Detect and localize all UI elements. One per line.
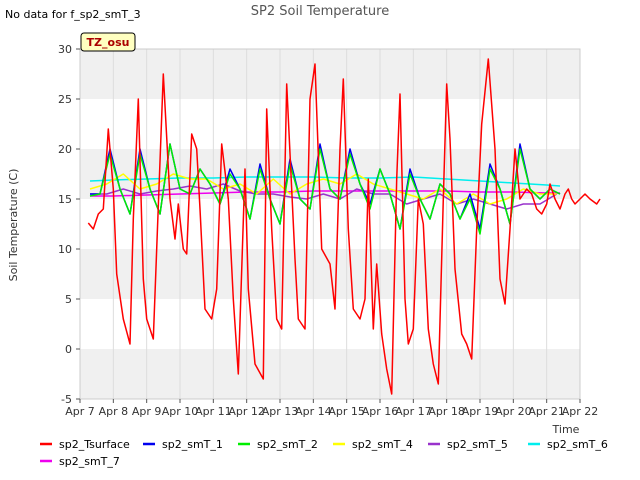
x-tick-label: Apr 19	[462, 405, 499, 418]
legend-label: sp2_smT_4	[352, 438, 413, 451]
site-badge-box	[80, 32, 136, 52]
y-axis-ticks: -5 0 5 10 15 20 25 30	[58, 43, 80, 406]
x-tick-label: Apr 9	[132, 405, 162, 418]
y-tick-label: 5	[65, 293, 72, 306]
legend-label: sp2_smT_1	[162, 438, 223, 451]
chart-title: SP2 Soil Temperature	[251, 4, 389, 19]
background-bands	[80, 49, 580, 399]
legend-label: sp2_smT_7	[59, 455, 120, 468]
x-tick-label: Apr 11	[195, 405, 232, 418]
series-lines	[87, 58, 601, 395]
band-25	[80, 49, 580, 99]
x-tick-label: Apr 18	[428, 405, 465, 418]
legend-label: sp2_smT_5	[447, 438, 508, 451]
x-tick-label: Apr 14	[295, 405, 332, 418]
y-tick-label: 15	[58, 193, 72, 206]
x-tick-label: Apr 22	[562, 405, 599, 418]
x-tick-label: Apr 8	[99, 405, 129, 418]
legend-item-sp2_smT_7: sp2_smT_7	[40, 455, 120, 468]
x-tick-label: Apr 7	[65, 405, 95, 418]
legend: sp2_Tsurface sp2_smT_1 sp2_smT_2 sp2_smT_4 s…	[40, 438, 608, 468]
series-line-sp2_Tsurface	[87, 58, 601, 395]
site-badge-label: TZ_osu	[87, 36, 130, 49]
legend-item-sp2_smT_5: sp2_smT_5	[428, 438, 508, 451]
y-tick-label: 0	[65, 343, 72, 356]
legend-label: sp2_smT_6	[547, 438, 608, 451]
y-tick-label: 30	[58, 43, 72, 56]
x-axis-label: Time	[552, 423, 580, 436]
legend-item-sp2_smT_1: sp2_smT_1	[143, 438, 223, 451]
x-tick-label: Apr 20	[495, 405, 532, 418]
x-tick-label: Apr 16	[362, 405, 399, 418]
no-data-note: No data for f_sp2_smT_3	[5, 8, 141, 21]
legend-item-sp2_smT_4: sp2_smT_4	[333, 438, 413, 451]
band--5	[80, 349, 580, 399]
y-tick-label: -5	[61, 393, 72, 406]
y-tick-label: 10	[58, 243, 72, 256]
x-tick-label: Apr 12	[228, 405, 265, 418]
x-tick-label: Apr 15	[328, 405, 365, 418]
y-tick-label: 25	[58, 93, 72, 106]
legend-item-sp2_Tsurface: sp2_Tsurface	[40, 438, 130, 451]
x-tick-label: Apr 10	[162, 405, 199, 418]
x-tick-label: Apr 21	[528, 405, 565, 418]
plot-area	[79, 48, 581, 400]
series-line-sp2_smT_5	[90, 183, 558, 210]
legend-label: sp2_smT_2	[257, 438, 318, 451]
legend-item-sp2_smT_6: sp2_smT_6	[528, 438, 608, 451]
band-5	[80, 249, 580, 299]
site-badge: TZ_osu	[80, 32, 136, 52]
y-tick-label: 20	[58, 143, 72, 156]
x-tick-label: Apr 13	[262, 405, 299, 418]
y-axis-label: Soil Temperature (C)	[7, 169, 20, 282]
legend-label: sp2_Tsurface	[59, 438, 130, 451]
gridlines	[79, 49, 581, 399]
x-tick-label: Apr 17	[395, 405, 432, 418]
legend-item-sp2_smT_2: sp2_smT_2	[238, 438, 318, 451]
